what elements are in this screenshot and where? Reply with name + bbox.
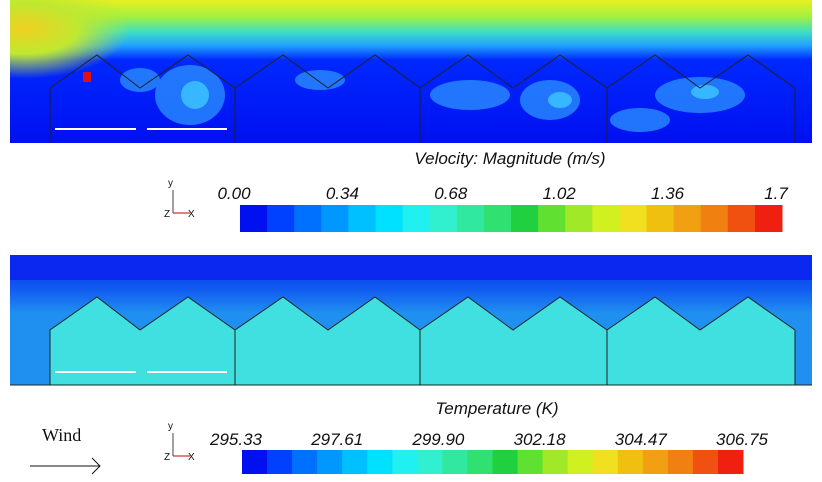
tick-label: 302.18 (514, 430, 567, 449)
tick-label: 0.68 (434, 184, 468, 203)
color-band (292, 450, 318, 474)
color-band (728, 205, 756, 232)
wind-arrow (30, 458, 100, 474)
color-band (342, 450, 368, 474)
color-band (403, 205, 431, 232)
color-band (643, 450, 669, 474)
color-band (348, 205, 376, 232)
tick-label: 299.90 (411, 430, 465, 449)
tick-label: 295.33 (209, 430, 263, 449)
color-band (693, 450, 719, 474)
color-band (592, 205, 620, 232)
tick-label: 1.7 (764, 184, 788, 203)
color-band (321, 205, 349, 232)
color-band (317, 450, 343, 474)
color-band (484, 205, 512, 232)
tick-label: 0.34 (326, 184, 359, 203)
color-band (442, 450, 468, 474)
color-band (565, 205, 593, 232)
color-band (294, 205, 322, 232)
triad-z: Z (164, 209, 170, 220)
triad-y: y (168, 178, 173, 189)
color-band (701, 205, 729, 232)
color-band (619, 205, 647, 232)
velocity-title: Velocity: Magnitude (m/s) (414, 149, 605, 168)
tick-label: 0.00 (217, 184, 251, 203)
figure: Velocity: Magnitude (m/s) 0.00 0.34 0.68 1.… (0, 0, 822, 482)
tick-label: 304.47 (615, 430, 668, 449)
color-band (518, 450, 544, 474)
color-band (538, 205, 566, 232)
color-band (568, 450, 594, 474)
color-band (511, 205, 539, 232)
color-band (376, 205, 404, 232)
temperature-colorbar (242, 450, 744, 474)
tick-label: 297.61 (310, 430, 363, 449)
velocity-colorbar (240, 205, 783, 232)
color-band (367, 450, 393, 474)
color-band (430, 205, 458, 232)
color-band (647, 205, 675, 232)
color-band (593, 450, 619, 474)
velocity-contour (10, 0, 812, 143)
color-band (467, 450, 493, 474)
color-band (493, 450, 519, 474)
color-band (392, 450, 418, 474)
color-band (457, 205, 485, 232)
velocity-ticks: 0.00 0.34 0.68 1.02 1.36 1.7 (217, 184, 788, 203)
color-band (543, 450, 569, 474)
tick-label: 306.75 (716, 430, 769, 449)
temperature-title: Temperature (K) (435, 399, 558, 418)
color-band (674, 205, 702, 232)
color-band (755, 205, 783, 232)
tick-label: 1.36 (651, 184, 685, 203)
color-band (267, 205, 295, 232)
color-band (718, 450, 744, 474)
axis-triad: y Z X (164, 178, 195, 220)
color-band (668, 450, 694, 474)
color-band (240, 205, 268, 232)
tick-label: 1.02 (543, 184, 577, 203)
triad-y: y (168, 421, 173, 432)
color-band (242, 450, 268, 474)
temperature-contour (10, 255, 812, 385)
triad-x: X (188, 209, 195, 220)
triad-x: X (188, 452, 195, 463)
color-band (267, 450, 293, 474)
wind-label: Wind (42, 425, 81, 445)
triad-z: Z (164, 452, 170, 463)
axis-triad: y Z X (164, 421, 195, 463)
color-band (417, 450, 443, 474)
temperature-ticks: 295.33 297.61 299.90 302.18 304.47 306.75 (209, 430, 769, 449)
color-band (618, 450, 644, 474)
